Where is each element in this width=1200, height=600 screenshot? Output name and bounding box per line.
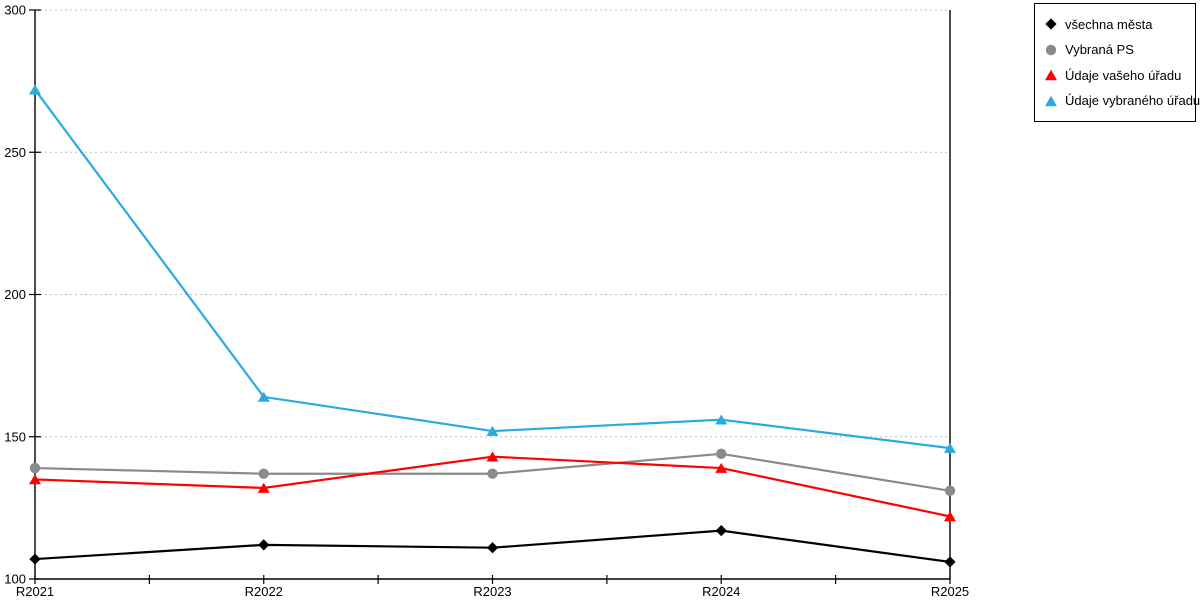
data-point-marker <box>486 542 499 554</box>
data-point-marker <box>715 462 728 473</box>
y-tick-label: 200 <box>4 287 26 302</box>
data-point-marker <box>29 462 41 474</box>
legend-item-0: všechna města <box>1035 17 1195 32</box>
data-point-marker <box>944 442 956 453</box>
series-2 <box>29 451 956 522</box>
data-point-marker <box>257 391 270 402</box>
data-point-marker <box>944 485 956 497</box>
data-point-marker <box>716 448 727 460</box>
series-line <box>33 88 952 450</box>
series-0 <box>29 525 956 568</box>
x-tick-label: R2022 <box>245 584 283 599</box>
data-point-marker <box>944 556 956 568</box>
y-tick-label: 100 <box>4 572 26 587</box>
x-tick-label: R2023 <box>473 584 511 599</box>
legend-item-label: všechna města <box>1065 16 1153 32</box>
data-point-marker <box>715 414 728 425</box>
legend-item-label: Vybraná PS <box>1065 42 1134 58</box>
series-3 <box>29 84 956 453</box>
x-tick-label: R2021 <box>16 584 54 599</box>
series-1 <box>29 448 956 497</box>
data-point-marker <box>258 468 269 479</box>
y-tick-label: 300 <box>4 3 26 18</box>
data-point-marker <box>258 539 270 551</box>
x-tick-label: R2025 <box>931 584 969 599</box>
data-point-marker <box>257 482 270 493</box>
x-tick-label: R2024 <box>702 584 740 599</box>
triangle-icon <box>1045 95 1057 107</box>
diamond-icon <box>1045 18 1057 30</box>
data-point-marker <box>487 468 498 479</box>
data-point-marker <box>715 525 727 537</box>
legend-item-label: Údaje vybraného úřadu <box>1065 93 1200 109</box>
data-point-marker <box>486 451 499 462</box>
circle-icon <box>1045 44 1057 55</box>
data-point-marker <box>29 84 41 95</box>
y-tick-label: 250 <box>4 145 26 160</box>
legend-item-label: Údaje vašeho úřadu <box>1065 67 1182 83</box>
data-point-marker <box>944 511 956 522</box>
legend-item-3: Údaje vybraného úřadu <box>1035 93 1200 108</box>
legend-item-2: Údaje vašeho úřadu <box>1035 68 1195 83</box>
y-tick-label: 150 <box>4 429 26 444</box>
triangle-icon <box>1045 70 1057 81</box>
legend: všechna města Vybraná PS Údaje vašeho úřad… <box>1034 3 1200 122</box>
series-line <box>33 455 952 518</box>
data-point-marker <box>29 474 41 485</box>
legend-item-1: Vybraná PS <box>1035 42 1195 57</box>
data-point-marker <box>486 425 499 436</box>
data-point-marker <box>29 553 41 565</box>
